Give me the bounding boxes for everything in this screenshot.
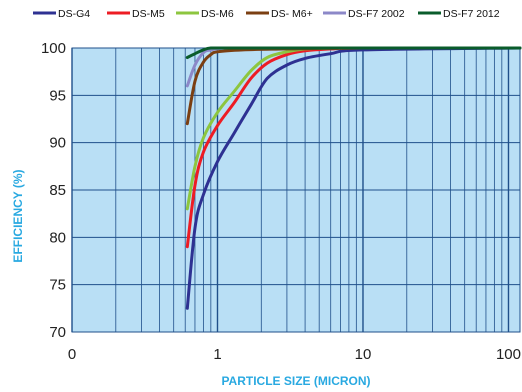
x-tick-label: 100: [496, 346, 521, 363]
legend: DS-G4 DS-M5 DS-M6 DS- M6+ DS-F7 2002 DS-F7 20…: [33, 8, 500, 20]
y-tick-label: 90: [49, 135, 66, 152]
y-tick-label: 85: [49, 182, 66, 199]
y-tick-label: 75: [49, 277, 66, 294]
series-line-6: [185, 46, 522, 59]
y-tick-label: 80: [49, 229, 66, 246]
legend-label: DS-M5: [132, 8, 165, 20]
x-tick-label: 0: [68, 346, 76, 363]
x-tick-label: 1: [213, 346, 221, 363]
y-tick-label: 95: [49, 87, 66, 104]
y-tick-labels: 70 75 80 85 90 95 100: [41, 40, 66, 341]
x-tick-labels: 0 1 10 100: [68, 346, 521, 363]
series-line-1: [185, 46, 522, 310]
legend-label: DS-M6: [201, 8, 234, 20]
legend-label: DS- M6+: [271, 8, 313, 20]
x-axis-title: PARTICLE SIZE (MICRON): [221, 374, 370, 388]
x-tick-label: 10: [355, 346, 372, 363]
y-tick-label: 70: [49, 324, 66, 341]
legend-label: DS-F7 2012: [443, 8, 500, 20]
legend-label: DS-F7 2002: [348, 8, 405, 20]
series-lines: [185, 46, 522, 310]
legend-label: DS-G4: [58, 8, 90, 20]
y-axis-title: EFFICIENCY (%): [11, 169, 25, 262]
y-tick-label: 100: [41, 40, 66, 57]
